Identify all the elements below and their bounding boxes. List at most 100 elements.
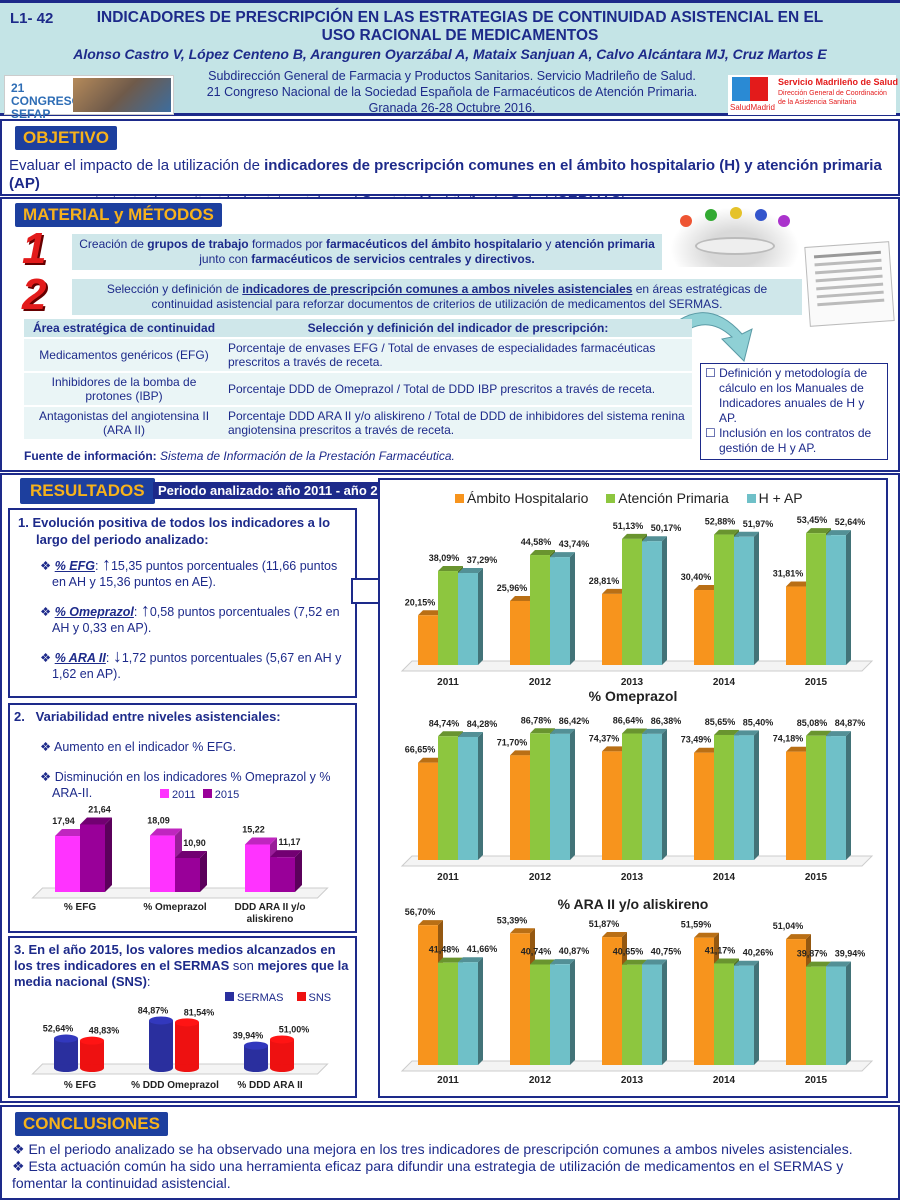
- bar: [734, 531, 759, 665]
- objetivo-section: OBJETIVO Evaluar el impacto de la utiliz…: [0, 119, 900, 210]
- bar-side: [105, 817, 112, 892]
- bar-body: [714, 734, 734, 860]
- conclusiones-section: CONCLUSIONES ❖ En el periodo analizado s…: [0, 1105, 900, 1200]
- bar-body: [734, 735, 754, 860]
- bar: [458, 731, 483, 860]
- variability-item: ❖ Aumento en el indicador % EFG.: [40, 740, 237, 754]
- bar-body: [694, 752, 714, 860]
- x-tick-label: % Omeprazol: [143, 902, 207, 913]
- bar-body: [806, 735, 826, 860]
- bar-body: [418, 925, 438, 1065]
- bar-top: [806, 961, 831, 967]
- data-label: 44,58%: [521, 537, 552, 547]
- table-cell: Antagonistas del angiotensina II (ARA II…: [24, 406, 224, 441]
- bar-top: [149, 1016, 173, 1025]
- variability-item: ❖ Disminución en los indicadores % Omepr…: [40, 770, 331, 800]
- x-tick-label: 2015: [805, 872, 828, 883]
- bar-body: [826, 535, 846, 665]
- bar-top: [530, 959, 555, 965]
- data-label: 41,17%: [705, 945, 736, 955]
- result-item-omeprazol: ❖ % Omeprazol: ↑0,58 puntos porcentuales…: [40, 600, 340, 635]
- x-tick-label: 2012: [529, 677, 552, 688]
- result-3-text: 3. En el año 2015, los valores medios al…: [14, 942, 352, 990]
- bar-body: [245, 844, 270, 892]
- bar-body: [642, 541, 662, 665]
- bar-top: [786, 581, 811, 587]
- bar-top: [622, 959, 647, 965]
- result-1-panel: 1. Evolución positiva de todos los indic…: [8, 508, 357, 698]
- table-cell: Porcentaje DDD de Omeprazol / Total de D…: [224, 372, 692, 407]
- title-line-1: INDICADORES DE PRESCRIPCIÓN EN LAS ESTRA…: [96, 9, 824, 26]
- x-tick-label: aliskireno: [247, 914, 294, 925]
- location-date-line: Granada 26-28 Octubre 2016.: [368, 101, 536, 115]
- t: formados por: [248, 237, 326, 251]
- bar: [458, 957, 483, 1065]
- bar-body: [510, 755, 530, 860]
- bar-top: [826, 530, 851, 536]
- poster-code: L1- 42: [10, 10, 54, 27]
- authors: Alonso Castro V, López Centeno B, Arangu…: [73, 46, 827, 62]
- bar-side: [846, 731, 851, 860]
- variability-text: Aumento en el indicador % EFG.: [54, 740, 237, 754]
- legend-swatch: [455, 494, 464, 503]
- table-header: Selección y definición del indicador de …: [224, 319, 692, 339]
- bar-body: [510, 933, 530, 1065]
- bar-top: [270, 1035, 294, 1044]
- bar-bottom: [54, 1064, 78, 1072]
- data-source-label: Fuente de información:: [24, 449, 157, 463]
- bar-top: [175, 1018, 199, 1027]
- bar-body: [438, 736, 458, 860]
- x-tick-label: % DDD Omeprazol: [131, 1080, 219, 1091]
- table-cell: Medicamentos genéricos (EFG): [24, 338, 224, 373]
- bar-body: [150, 835, 175, 892]
- bar-body: [175, 1022, 199, 1068]
- x-tick-label: 2013: [621, 677, 644, 688]
- bar-top: [642, 536, 667, 542]
- bar-top: [418, 610, 443, 616]
- congress-image: [73, 78, 171, 112]
- legend-label: SERMAS: [237, 992, 284, 1004]
- bar-top: [270, 850, 302, 858]
- t: 3. En el año 2015, los: [14, 942, 149, 957]
- bar-top: [458, 568, 483, 574]
- bar: [270, 1035, 294, 1072]
- bar-top: [694, 932, 719, 938]
- x-tick-label: 2012: [529, 872, 552, 883]
- checkbox-icon: ☐: [705, 426, 720, 440]
- t: valores medios alcanzados en los tres in…: [14, 942, 336, 973]
- data-label: 53,45%: [797, 515, 828, 525]
- x-tick-label: 2013: [621, 872, 644, 883]
- data-label: 81,54%: [184, 1007, 215, 1017]
- omeprazol-chart-title: % Omeprazol: [588, 688, 678, 704]
- result-2-title: 2. Variabilidad entre niveles asistencia…: [14, 709, 281, 724]
- bar-body: [642, 964, 662, 1065]
- conclusion-text: Esta actuación común ha sido una herrami…: [12, 1158, 844, 1191]
- legend-label: 2011: [172, 789, 196, 801]
- bar-top: [80, 817, 112, 825]
- sefap-logo: 21 CONGRESO SEFAP: [4, 75, 174, 121]
- bar: [550, 728, 575, 860]
- bar: [734, 960, 759, 1065]
- bar-body: [270, 1039, 294, 1068]
- data-label: 84,74%: [429, 718, 460, 728]
- data-label: 71,70%: [497, 737, 528, 747]
- data-label: 10,90: [183, 838, 206, 848]
- data-label: 73,49%: [681, 735, 712, 745]
- bar-top: [550, 728, 575, 734]
- bar-side: [570, 959, 575, 1065]
- data-label: 40,74%: [521, 947, 552, 957]
- bar: [734, 730, 759, 860]
- bar-top: [714, 529, 739, 535]
- bar-side: [662, 728, 667, 860]
- bar-body: [786, 586, 806, 665]
- sermas-sns-chart: 52,64% 48,83% % EFG 84,87% 81,54% % DDD Omepr…: [31, 1006, 329, 1091]
- bar: [458, 568, 483, 665]
- working-group-image: [670, 207, 800, 267]
- table-row: Medicamentos genéricos (EFG) Porcentaje d…: [24, 338, 692, 373]
- bar-side: [478, 957, 483, 1065]
- data-label: 74,18%: [773, 734, 804, 744]
- data-label: 51,00%: [279, 1024, 310, 1034]
- bar-top: [694, 747, 719, 753]
- bar-top: [80, 1036, 104, 1045]
- ara-chart: 56,70% 41,48% 41,66% 2011 53,39% 40,74% 40,87%…: [400, 907, 874, 1086]
